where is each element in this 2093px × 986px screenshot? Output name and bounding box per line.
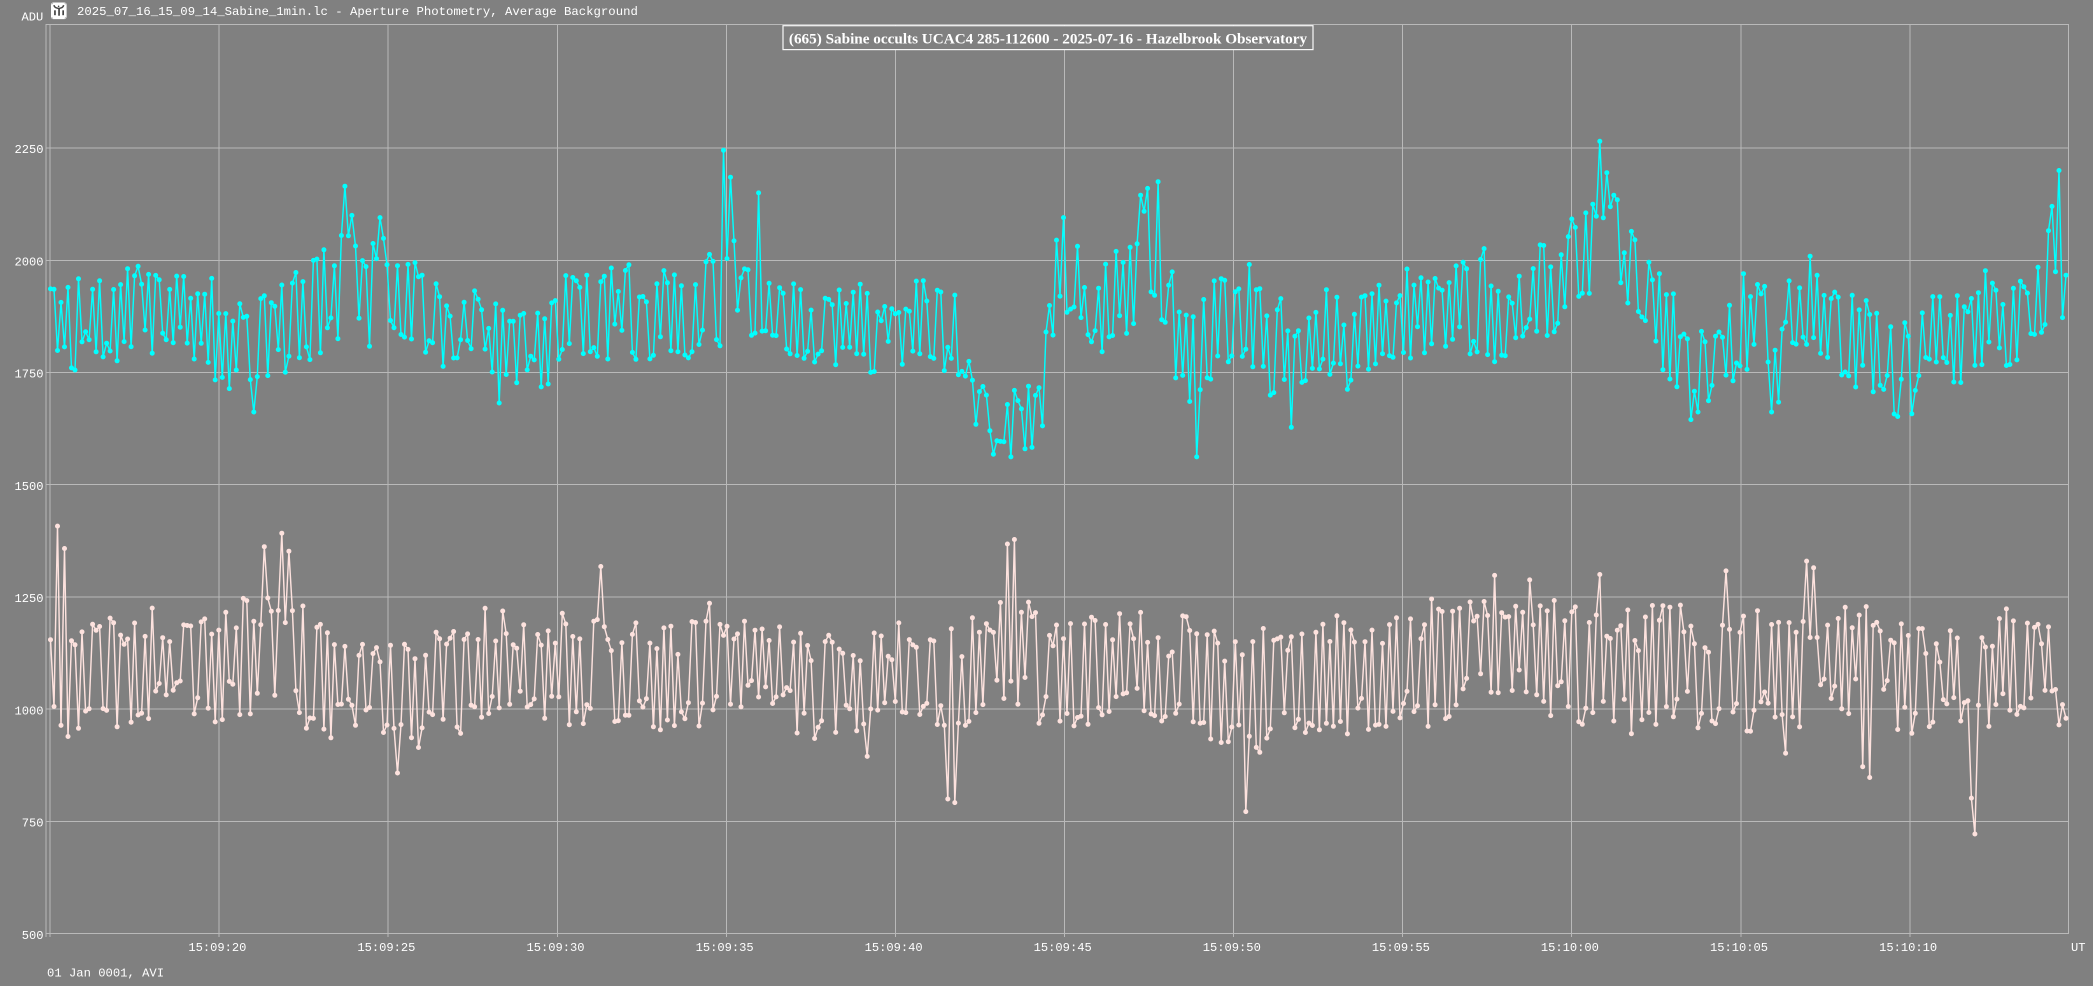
- svg-text:15:09:30: 15:09:30: [526, 941, 584, 955]
- svg-text:15:10:10: 15:10:10: [1879, 941, 1937, 955]
- svg-text:2250: 2250: [14, 143, 43, 157]
- svg-text:15:09:35: 15:09:35: [696, 941, 754, 955]
- svg-text:15:09:25: 15:09:25: [357, 941, 415, 955]
- svg-text:15:09:40: 15:09:40: [865, 941, 923, 955]
- svg-text:ADU: ADU: [22, 10, 44, 24]
- svg-text:2025_07_16_15_09_14_Sabine_1mi: 2025_07_16_15_09_14_Sabine_1min.lc - Ape…: [77, 5, 638, 19]
- svg-text:2000: 2000: [14, 256, 43, 270]
- svg-text:15:10:05: 15:10:05: [1710, 941, 1768, 955]
- svg-text:1000: 1000: [14, 704, 43, 718]
- svg-text:15:09:50: 15:09:50: [1203, 941, 1261, 955]
- svg-text:UT: UT: [2071, 941, 2086, 955]
- svg-text:500: 500: [22, 929, 44, 943]
- svg-text:(665) Sabine occults UCAC4 285: (665) Sabine occults UCAC4 285-112600 - …: [789, 30, 1308, 47]
- svg-text:01 Jan 0001, AVI: 01 Jan 0001, AVI: [47, 967, 164, 981]
- svg-text:15:09:20: 15:09:20: [188, 941, 246, 955]
- svg-text:1750: 1750: [14, 368, 43, 382]
- svg-text:750: 750: [22, 817, 44, 831]
- svg-text:15:09:55: 15:09:55: [1372, 941, 1430, 955]
- svg-text:15:10:00: 15:10:00: [1541, 941, 1599, 955]
- svg-text:1500: 1500: [14, 480, 43, 494]
- svg-text:1250: 1250: [14, 592, 43, 606]
- svg-text:15:09:45: 15:09:45: [1034, 941, 1092, 955]
